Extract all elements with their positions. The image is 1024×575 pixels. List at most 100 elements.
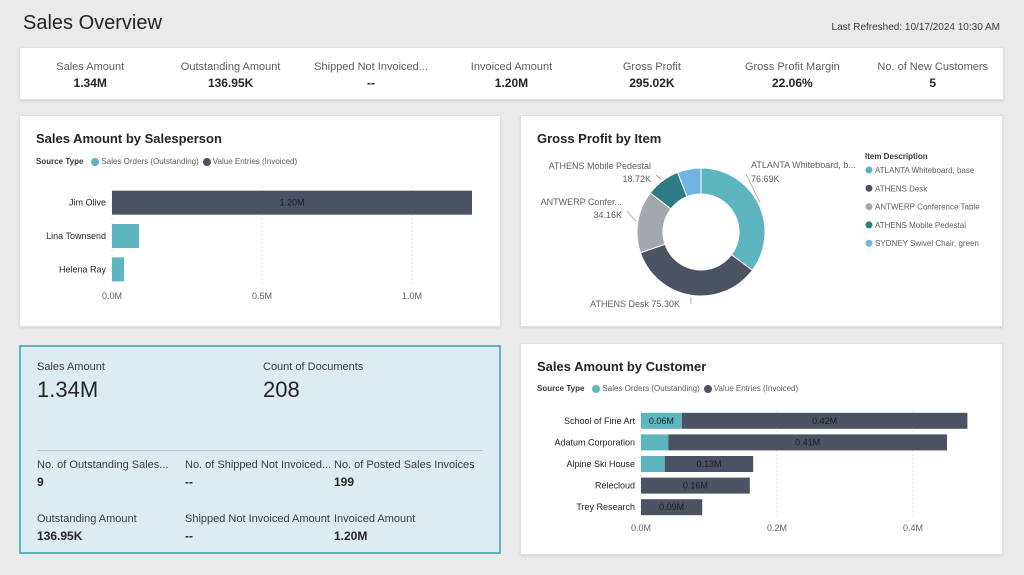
kpi-value: 1.34M [73,76,107,90]
x-tick-label: 0.0M [102,291,122,301]
kpi-invoiced-amount[interactable]: Invoiced Amount 1.20M [441,48,581,99]
chart-legend: Source Type Sales Orders (Outstanding) V… [537,384,798,393]
legend-item[interactable]: ATHENS Desk [875,184,928,193]
summary-value: -- [185,529,193,543]
chart-card-customer[interactable]: Sales Amount by Customer Source Type Sal… [520,343,1003,555]
leader-line [626,210,637,222]
bar-segment[interactable] [641,412,682,429]
summary-outstanding-amount: Outstanding Amount 136.95K [37,513,181,543]
bar-segment[interactable] [112,190,472,215]
kpi-shipped-not-invoiced[interactable]: Shipped Not Invoiced... -- [301,48,441,99]
kpi-label: Gross Profit Margin [744,61,840,73]
kpi-outstanding-amount[interactable]: Outstanding Amount 136.95K [160,48,300,99]
summary-outstanding-sales: No. of Outstanding Sales... 9 [37,459,181,489]
x-tick-label: 1.0M [402,291,422,301]
data-label: 0.42M [812,416,837,426]
kpi-gross-profit[interactable]: Gross Profit 295.02K [582,48,722,99]
kpi-strip: Sales Amount 1.34M Outstanding Amount 13… [19,47,1004,100]
kpi-label: Sales Amount [56,61,125,73]
chart-title: Gross Profit by Item [537,131,662,146]
summary-posted-invoices: No. of Posted Sales Invoices 199 [334,459,484,489]
bar-segment[interactable] [641,477,750,494]
kpi-value: 136.95K [207,76,254,90]
summary-label: Invoiced Amount [334,513,416,525]
leader-line [655,174,662,180]
x-tick-label: 0.0M [631,523,651,533]
legend-title: Source Type [36,157,84,166]
slice-label: ATHENS Desk 75.30K [590,299,680,309]
bar-segment[interactable] [112,257,124,282]
summary-value: 1.34M [37,377,99,402]
legend-swatch [865,221,873,229]
bar-segment[interactable] [641,499,703,516]
kpi-value: 1.20M [494,76,529,90]
bar-segment[interactable] [112,224,139,248]
summary-label: Sales Amount [37,361,105,373]
summary-label: No. of Shipped Not Invoiced... [185,459,331,471]
summary-value: 1.20M [334,529,368,543]
summary-value: 9 [37,475,44,489]
legend-item[interactable]: ATHENS Mobile Pedestal [875,221,966,230]
kpi-sales-amount[interactable]: Sales Amount 1.34M [20,48,160,99]
customer-bar-chart[interactable]: 0.0M 0.2M 0.4M School of Fine Art 0.06M 0.42M… [521,344,1002,554]
legend-swatch [865,184,873,192]
legend-swatch [865,239,873,247]
chart-legend: Source Type Sales Orders (Outstanding) V… [36,157,297,166]
category-label: Adatum Corporation [554,437,635,447]
summary-value: 199 [334,475,355,489]
kpi-label: No. of New Customers [877,61,989,73]
summary-count-documents: Count of Documents 208 [263,361,363,403]
data-label: 0.16M [683,481,708,491]
data-label: 0.06M [649,416,674,426]
legend-item[interactable]: ATLANTA Whiteboard, base [875,166,975,175]
legend-title: Source Type [537,384,585,393]
slice-label-name: ATLANTA Whiteboard, b... [751,160,856,170]
summary-value: -- [185,475,193,489]
gross-profit-donut-chart[interactable]: ATLANTA Whiteboard, b... 76.69K ATHENS Des… [521,116,1002,326]
data-label: 0.41M [795,437,820,447]
bar-segment[interactable] [641,456,665,472]
bar-segment[interactable] [641,434,669,451]
data-label: 0.09M [659,502,684,512]
x-tick-label: 0.4M [903,523,923,533]
page-title: Sales Overview [23,12,162,34]
kpi-value: 295.02K [629,76,675,90]
chart-card-gross-profit[interactable]: Gross Profit by Item ATLANTA Whiteboard,… [520,115,1003,327]
summary-sales-amount: Sales Amount 1.34M [37,361,105,403]
kpi-gross-profit-margin[interactable]: Gross Profit Margin 22.06% [722,48,862,99]
kpi-value: 5 [929,76,937,90]
kpi-new-customers[interactable]: No. of New Customers 5 [863,48,1003,99]
donut-slice[interactable] [676,167,702,198]
leader-line [745,173,761,203]
chart-title: Sales Amount by Customer [537,359,707,374]
bar-segment[interactable] [664,456,754,472]
legend-swatch-outstanding [592,384,601,393]
legend-item[interactable]: SYDNEY Swivel Chair, green [875,239,979,248]
legend-swatch-invoiced [202,157,211,166]
summary-divider [37,450,483,451]
kpi-value: 22.06% [771,76,813,90]
category-label: Helena Ray [59,264,107,274]
legend-item-outstanding[interactable]: Sales Orders (Outstanding) [602,384,700,393]
legend-item-invoiced[interactable]: Value Entries (Invoiced) [212,157,298,166]
chart-card-salesperson[interactable]: Sales Amount by Salesperson Source Type … [19,115,501,327]
donut-slice[interactable] [700,167,766,271]
summary-card[interactable]: Sales Amount 1.34M Count of Documents 20… [19,345,501,554]
legend-item[interactable]: ANTWERP Conference Table [875,203,980,212]
legend-item-outstanding[interactable]: Sales Orders (Outstanding) [101,157,199,166]
x-tick-label: 0.2M [767,523,787,533]
kpi-label: Shipped Not Invoiced... [314,61,428,73]
summary-label: No. of Posted Sales Invoices [334,459,475,471]
kpi-label: Outstanding Amount [180,61,281,73]
kpi-label: Invoiced Amount [470,61,553,73]
slice-label-value: 18.72K [622,174,651,184]
summary-label: Shipped Not Invoiced Amount [185,513,330,525]
summary-shipped-not-invoiced: No. of Shipped Not Invoiced... -- [185,459,331,489]
salesperson-bar-chart[interactable]: 0.0M 0.5M 1.0M Jim Olive 1.20M Lina Townsend H… [20,116,500,326]
bar-segment[interactable] [668,434,947,451]
category-label: Relecloud [595,481,635,491]
bar-segment[interactable] [681,412,968,429]
legend-swatch [865,166,873,174]
category-label: Trey Research [576,502,635,512]
legend-item-invoiced[interactable]: Value Entries (Invoiced) [713,384,799,393]
